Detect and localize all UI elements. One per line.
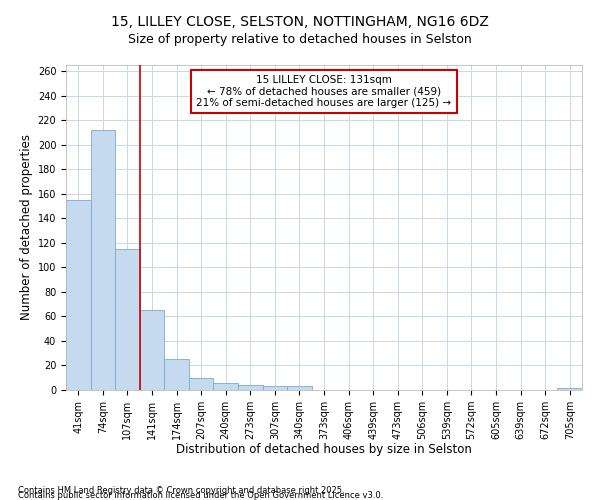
Text: 15 LILLEY CLOSE: 131sqm
← 78% of detached houses are smaller (459)
21% of semi-d: 15 LILLEY CLOSE: 131sqm ← 78% of detache… [196, 74, 452, 108]
Y-axis label: Number of detached properties: Number of detached properties [20, 134, 34, 320]
Bar [164, 360, 189, 390]
Bar [115, 249, 140, 390]
Text: Contains public sector information licensed under the Open Government Licence v3: Contains public sector information licen… [18, 490, 383, 500]
Bar [557, 388, 582, 390]
Bar [91, 130, 115, 390]
Text: Size of property relative to detached houses in Selston: Size of property relative to detached ho… [128, 32, 472, 46]
Text: 15, LILLEY CLOSE, SELSTON, NOTTINGHAM, NG16 6DZ: 15, LILLEY CLOSE, SELSTON, NOTTINGHAM, N… [111, 15, 489, 29]
Bar [214, 382, 238, 390]
X-axis label: Distribution of detached houses by size in Selston: Distribution of detached houses by size … [176, 444, 472, 456]
Bar [140, 310, 164, 390]
Bar [238, 385, 263, 390]
Text: Contains HM Land Registry data © Crown copyright and database right 2025.: Contains HM Land Registry data © Crown c… [18, 486, 344, 495]
Bar [66, 200, 91, 390]
Bar [189, 378, 214, 390]
Bar [287, 386, 312, 390]
Bar [263, 386, 287, 390]
